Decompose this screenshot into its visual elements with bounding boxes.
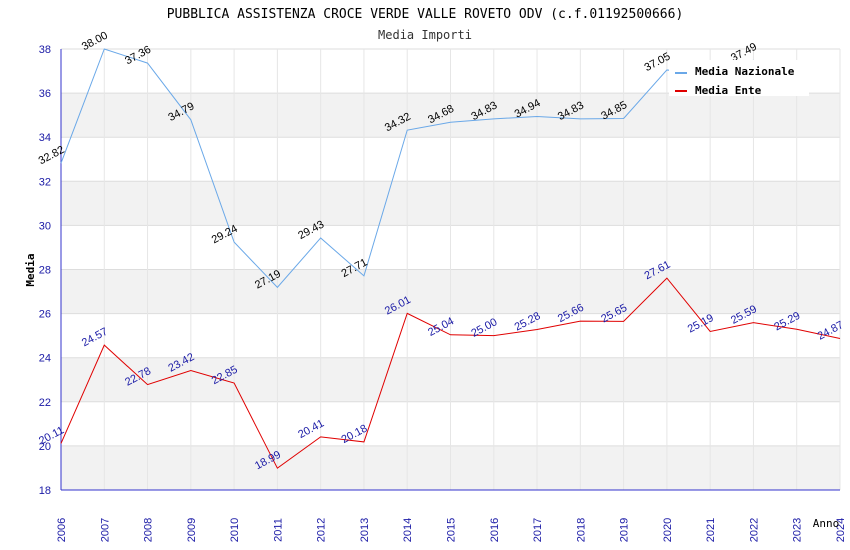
x-tick-label: 2011 <box>272 518 284 542</box>
y-axis-label: Media <box>24 253 37 286</box>
data-label: 25.04 <box>426 315 456 339</box>
x-tick-label: 2022 <box>748 518 760 542</box>
chart-title: PUBBLICA ASSISTENZA CROCE VERDE VALLE RO… <box>167 7 684 22</box>
x-tick-label: 2017 <box>532 518 544 542</box>
y-tick-label: 18 <box>39 485 51 497</box>
data-label: 25.19 <box>686 312 716 336</box>
x-tick-label: 2010 <box>229 518 241 542</box>
x-tick-label: 2019 <box>619 518 631 542</box>
x-tick-label: 2024 <box>835 518 847 542</box>
x-tick-label: 2013 <box>359 518 371 542</box>
x-tick-label: 2016 <box>489 518 501 542</box>
y-tick-label: 34 <box>39 132 51 144</box>
y-tick-label: 28 <box>39 265 51 277</box>
y-tick-label: 24 <box>39 353 51 365</box>
x-axis-ticks: 2006 2007 2008 2009 2010 2011 2012 2013 2014 2015… <box>56 518 847 542</box>
data-label: 20.11 <box>37 424 66 447</box>
x-axis-label: Anno <box>813 517 840 530</box>
x-tick-label: 2023 <box>792 518 804 542</box>
x-tick-label: 2008 <box>143 518 155 542</box>
y-tick-label: 32 <box>39 176 51 188</box>
x-tick-label: 2014 <box>402 518 414 542</box>
chart-subtitle: Media Importi <box>378 28 472 42</box>
y-axis-ticks: 18 20 22 24 26 28 30 32 34 36 38 <box>39 44 51 497</box>
data-label: 25.00 <box>469 316 499 340</box>
legend-label-nazionale: Media Nazionale <box>695 65 795 78</box>
data-label: 20.18 <box>340 423 370 447</box>
x-tick-label: 2015 <box>446 518 458 542</box>
x-tick-label: 2020 <box>662 518 674 542</box>
y-tick-label: 22 <box>39 397 51 409</box>
x-tick-label: 2018 <box>575 518 587 542</box>
y-tick-label: 26 <box>39 309 51 321</box>
legend: Media Nazionale Media Ente <box>669 60 809 97</box>
y-tick-label: 20 <box>39 441 51 453</box>
series-line-media-nazionale <box>60 48 754 289</box>
y-tick-label: 30 <box>39 220 51 232</box>
y-tick-label: 36 <box>39 88 51 100</box>
x-tick-label: 2007 <box>99 518 111 542</box>
legend-label-ente: Media Ente <box>695 84 762 97</box>
x-tick-label: 2009 <box>186 518 198 542</box>
x-tick-label: 2012 <box>316 518 328 542</box>
grid-lines <box>60 48 841 491</box>
data-label: 24.87 <box>816 319 846 343</box>
series-group <box>60 48 841 469</box>
x-tick-label: 2006 <box>56 518 68 542</box>
data-label: 32.82 <box>37 144 67 168</box>
x-tick-label: 2021 <box>705 518 717 542</box>
series-line-media-ente <box>60 277 841 469</box>
y-tick-label: 38 <box>39 44 51 56</box>
legend-box <box>669 60 809 96</box>
